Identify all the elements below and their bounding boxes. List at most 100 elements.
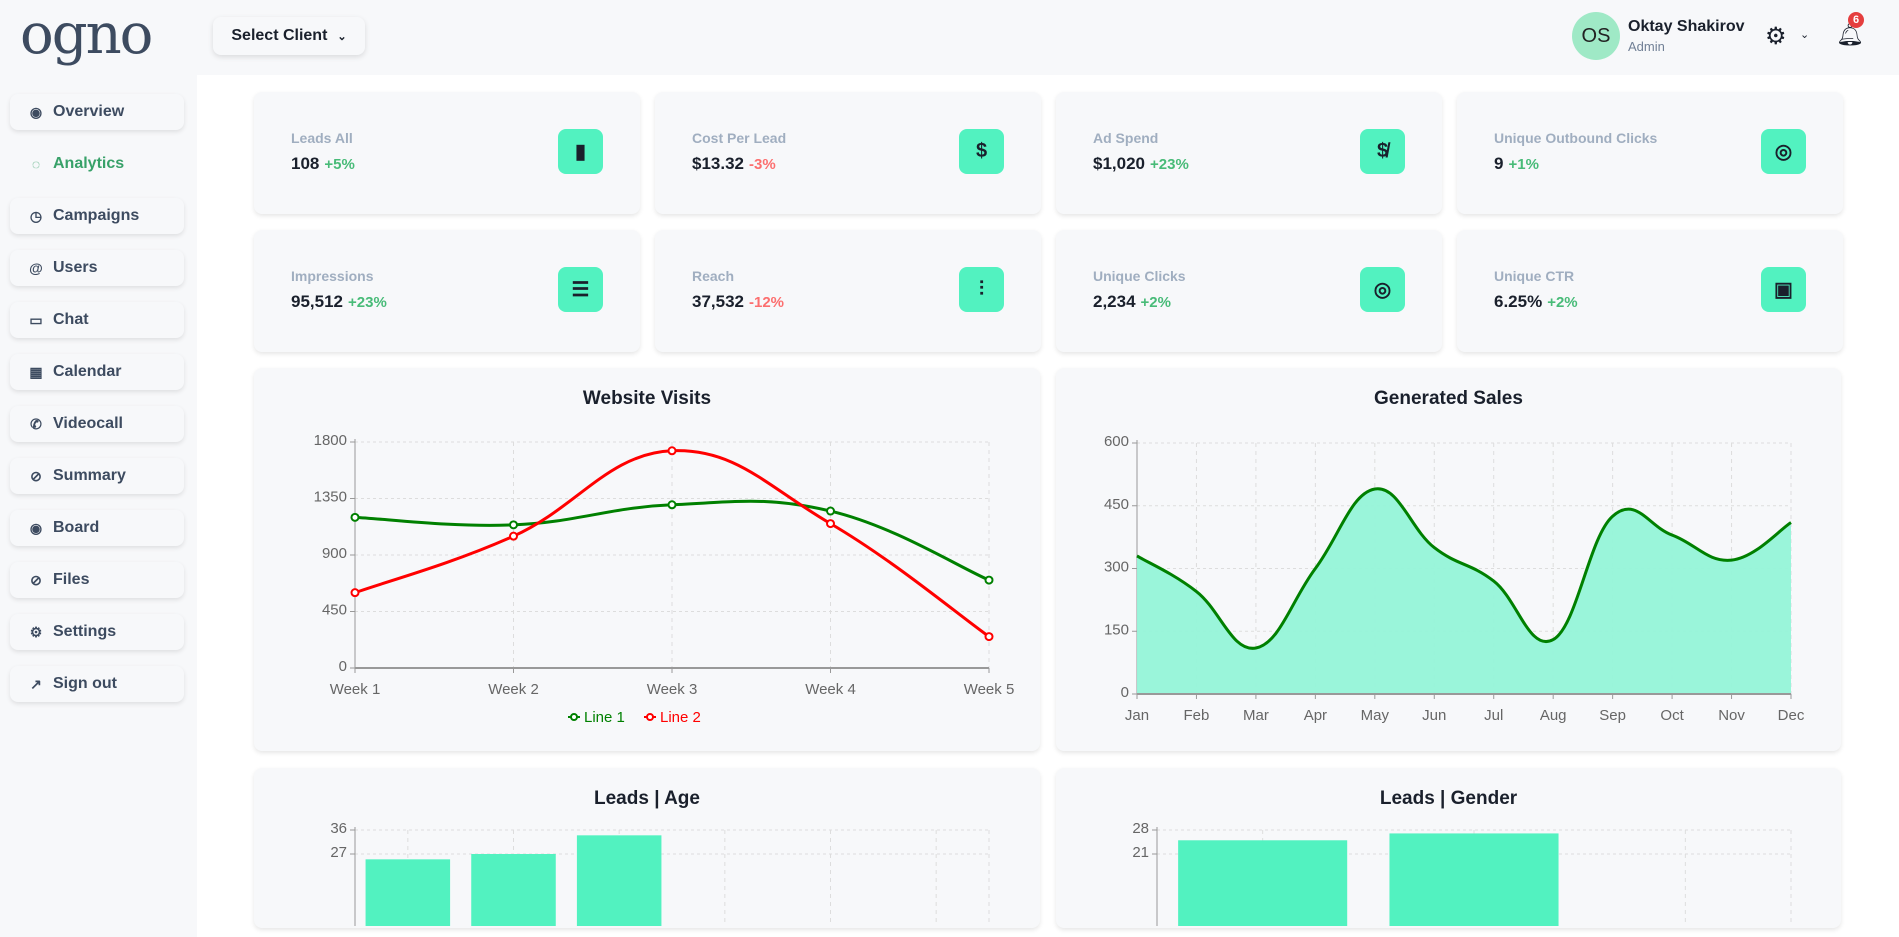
x-tick-label: Week 3 xyxy=(647,681,698,698)
stat-number: 9 xyxy=(1494,154,1504,173)
chart-add-icon: ▣ xyxy=(1761,267,1806,312)
header: ogno Select Client ⌄ OS Oktay Shakirov Adm… xyxy=(0,0,1899,75)
stat-label: Cost Per Lead xyxy=(692,130,787,146)
x-tick-label: Feb xyxy=(1184,707,1210,724)
dollar-off-icon: $̸ xyxy=(1360,129,1405,174)
x-tick-label: Dec xyxy=(1778,707,1805,724)
x-tick-label: May xyxy=(1361,707,1390,724)
gear-icon: ⚙ xyxy=(29,623,43,640)
loader-icon: ◌ xyxy=(31,156,41,172)
paperclip-icon: ⊘ xyxy=(30,571,42,588)
generated-sales-chart: 0 150 300 450 600 Jan Feb Mar Apr May Jun Jul Aug Sep… xyxy=(1104,433,1805,724)
stat-value: $1,020 +23% xyxy=(1093,154,1189,174)
click-icon: ◎ xyxy=(1360,267,1405,312)
user-role: Admin xyxy=(1628,39,1665,54)
data-point xyxy=(667,500,677,510)
stat-card-impressions: Impressions 95,512 +23% ☰ xyxy=(254,230,640,352)
sidebar-item-label: Board xyxy=(53,519,100,536)
stat-card-unique-ctr: Unique CTR 6.25% +2% ▣ xyxy=(1457,230,1843,352)
chart-title: Generated Sales xyxy=(1374,388,1523,409)
x-tick-label: Sep xyxy=(1599,707,1626,724)
sidebar-item-label: Sign out xyxy=(53,675,117,692)
x-tick-label: Week 4 xyxy=(805,681,856,698)
legend-label: Line 1 xyxy=(584,709,625,726)
sidebar-item-chat[interactable]: ▭ Chat xyxy=(10,302,184,338)
x-tick-label: Jan xyxy=(1125,707,1149,724)
y-tick-label: 1350 xyxy=(314,489,347,506)
sidebar-item-overview[interactable]: ◉ Overview xyxy=(10,94,184,130)
y-tick-label: 450 xyxy=(322,602,347,619)
sidebar-item-summary[interactable]: ⊘ Summary xyxy=(10,458,184,494)
sidebar-item-sign-out[interactable]: ↗ Sign out xyxy=(10,666,184,702)
y-tick-label: 36 xyxy=(330,820,347,837)
sidebar-item-videocall[interactable]: ✆ Videocall xyxy=(10,406,184,442)
chevron-down-icon[interactable]: ⌄ xyxy=(1800,29,1810,41)
series-line-2 xyxy=(354,449,990,638)
user-menu[interactable]: OS Oktay Shakirov Admin xyxy=(1572,12,1745,60)
x-tick-label: Oct xyxy=(1660,707,1684,724)
logo[interactable]: ogno xyxy=(20,2,153,67)
stat-number: $1,020 xyxy=(1093,154,1145,173)
stat-change: +2% xyxy=(1547,294,1578,311)
bar-chart-icon: ▮ xyxy=(558,129,603,174)
sidebar-item-board[interactable]: ◉ Board xyxy=(10,510,184,546)
stat-label: Unique CTR xyxy=(1494,268,1575,284)
sidebar-item-label: Chat xyxy=(53,311,89,328)
chat-icon: ▭ xyxy=(29,311,43,328)
dollar-icon: $ xyxy=(959,129,1004,174)
y-tick-label: 150 xyxy=(1104,621,1129,638)
y-tick-label: 28 xyxy=(1132,820,1149,837)
sidebar-item-campaigns[interactable]: ◷ Campaigns xyxy=(10,198,184,234)
sidebar-item-analytics[interactable]: ◌ Analytics xyxy=(10,146,184,182)
stat-label: Ad Spend xyxy=(1093,130,1159,146)
sidebar-item-settings[interactable]: ⚙ Settings xyxy=(10,614,184,650)
x-tick-label: Week 5 xyxy=(964,681,1015,698)
stat-label: Reach xyxy=(692,268,735,284)
sidebar-item-label: Videocall xyxy=(53,415,123,432)
sidebar-item-calendar[interactable]: ▦ Calendar xyxy=(10,354,184,390)
chart-title: Website Visits xyxy=(582,388,712,409)
at-icon: @ xyxy=(29,260,43,276)
chart-title: Leads | Age xyxy=(594,788,700,809)
data-point xyxy=(350,588,360,598)
legend-marker xyxy=(570,713,578,721)
x-tick-label: Jul xyxy=(1484,707,1503,724)
area-fill xyxy=(1137,488,1791,694)
stat-label: Leads All xyxy=(291,130,353,146)
user-name: Oktay Shakirov xyxy=(1628,18,1745,35)
stat-value: $13.32 -3% xyxy=(692,154,776,174)
gear-icon[interactable]: ⚙ xyxy=(1765,23,1787,50)
y-tick-label: 27 xyxy=(330,844,347,861)
server-icon: ☰ xyxy=(558,267,603,312)
eye-icon: ◉ xyxy=(29,519,43,536)
data-point xyxy=(826,519,835,529)
chevron-down-icon: ⌄ xyxy=(337,30,347,43)
stat-value: 108 +5% xyxy=(291,154,355,174)
x-tick-label: Jun xyxy=(1422,707,1446,724)
sidebar-item-files[interactable]: ⊘ Files xyxy=(10,562,184,598)
select-client-label: Select Client xyxy=(231,27,328,44)
bar xyxy=(1178,840,1348,926)
leads-age-card: Leads | Age 27 36 xyxy=(254,768,1040,928)
bar-chart-alt-icon: ⫶ xyxy=(959,267,1004,312)
stat-number: 108 xyxy=(291,154,320,173)
sidebar-item-label: Files xyxy=(53,571,90,588)
sidebar-item-users[interactable]: @ Users xyxy=(10,250,184,286)
x-tick-label: Week 1 xyxy=(330,681,381,698)
main-content: Leads All 108 +5% ▮ Cost Per Lead $13.32 -3… xyxy=(197,75,1899,937)
leads-gender-card: Leads | Gender 21 28 xyxy=(1056,768,1841,928)
y-tick-label: 21 xyxy=(1132,844,1149,861)
sidebar-item-label: Users xyxy=(53,259,98,276)
legend-label: Line 2 xyxy=(660,709,701,726)
legend-marker xyxy=(646,713,654,721)
eye-icon: ◉ xyxy=(29,103,43,120)
click-icon: ◎ xyxy=(1761,129,1806,174)
stat-card-reach: Reach 37,532 -12% ⫶ xyxy=(655,230,1041,352)
select-client-dropdown[interactable]: Select Client ⌄ xyxy=(213,17,365,55)
stat-number: 2,234 xyxy=(1093,292,1136,311)
y-tick-label: 300 xyxy=(1104,559,1129,576)
stat-number: $13.32 xyxy=(692,154,744,173)
sidebar-item-label: Campaigns xyxy=(53,207,140,224)
clock-icon: ◷ xyxy=(29,207,43,224)
